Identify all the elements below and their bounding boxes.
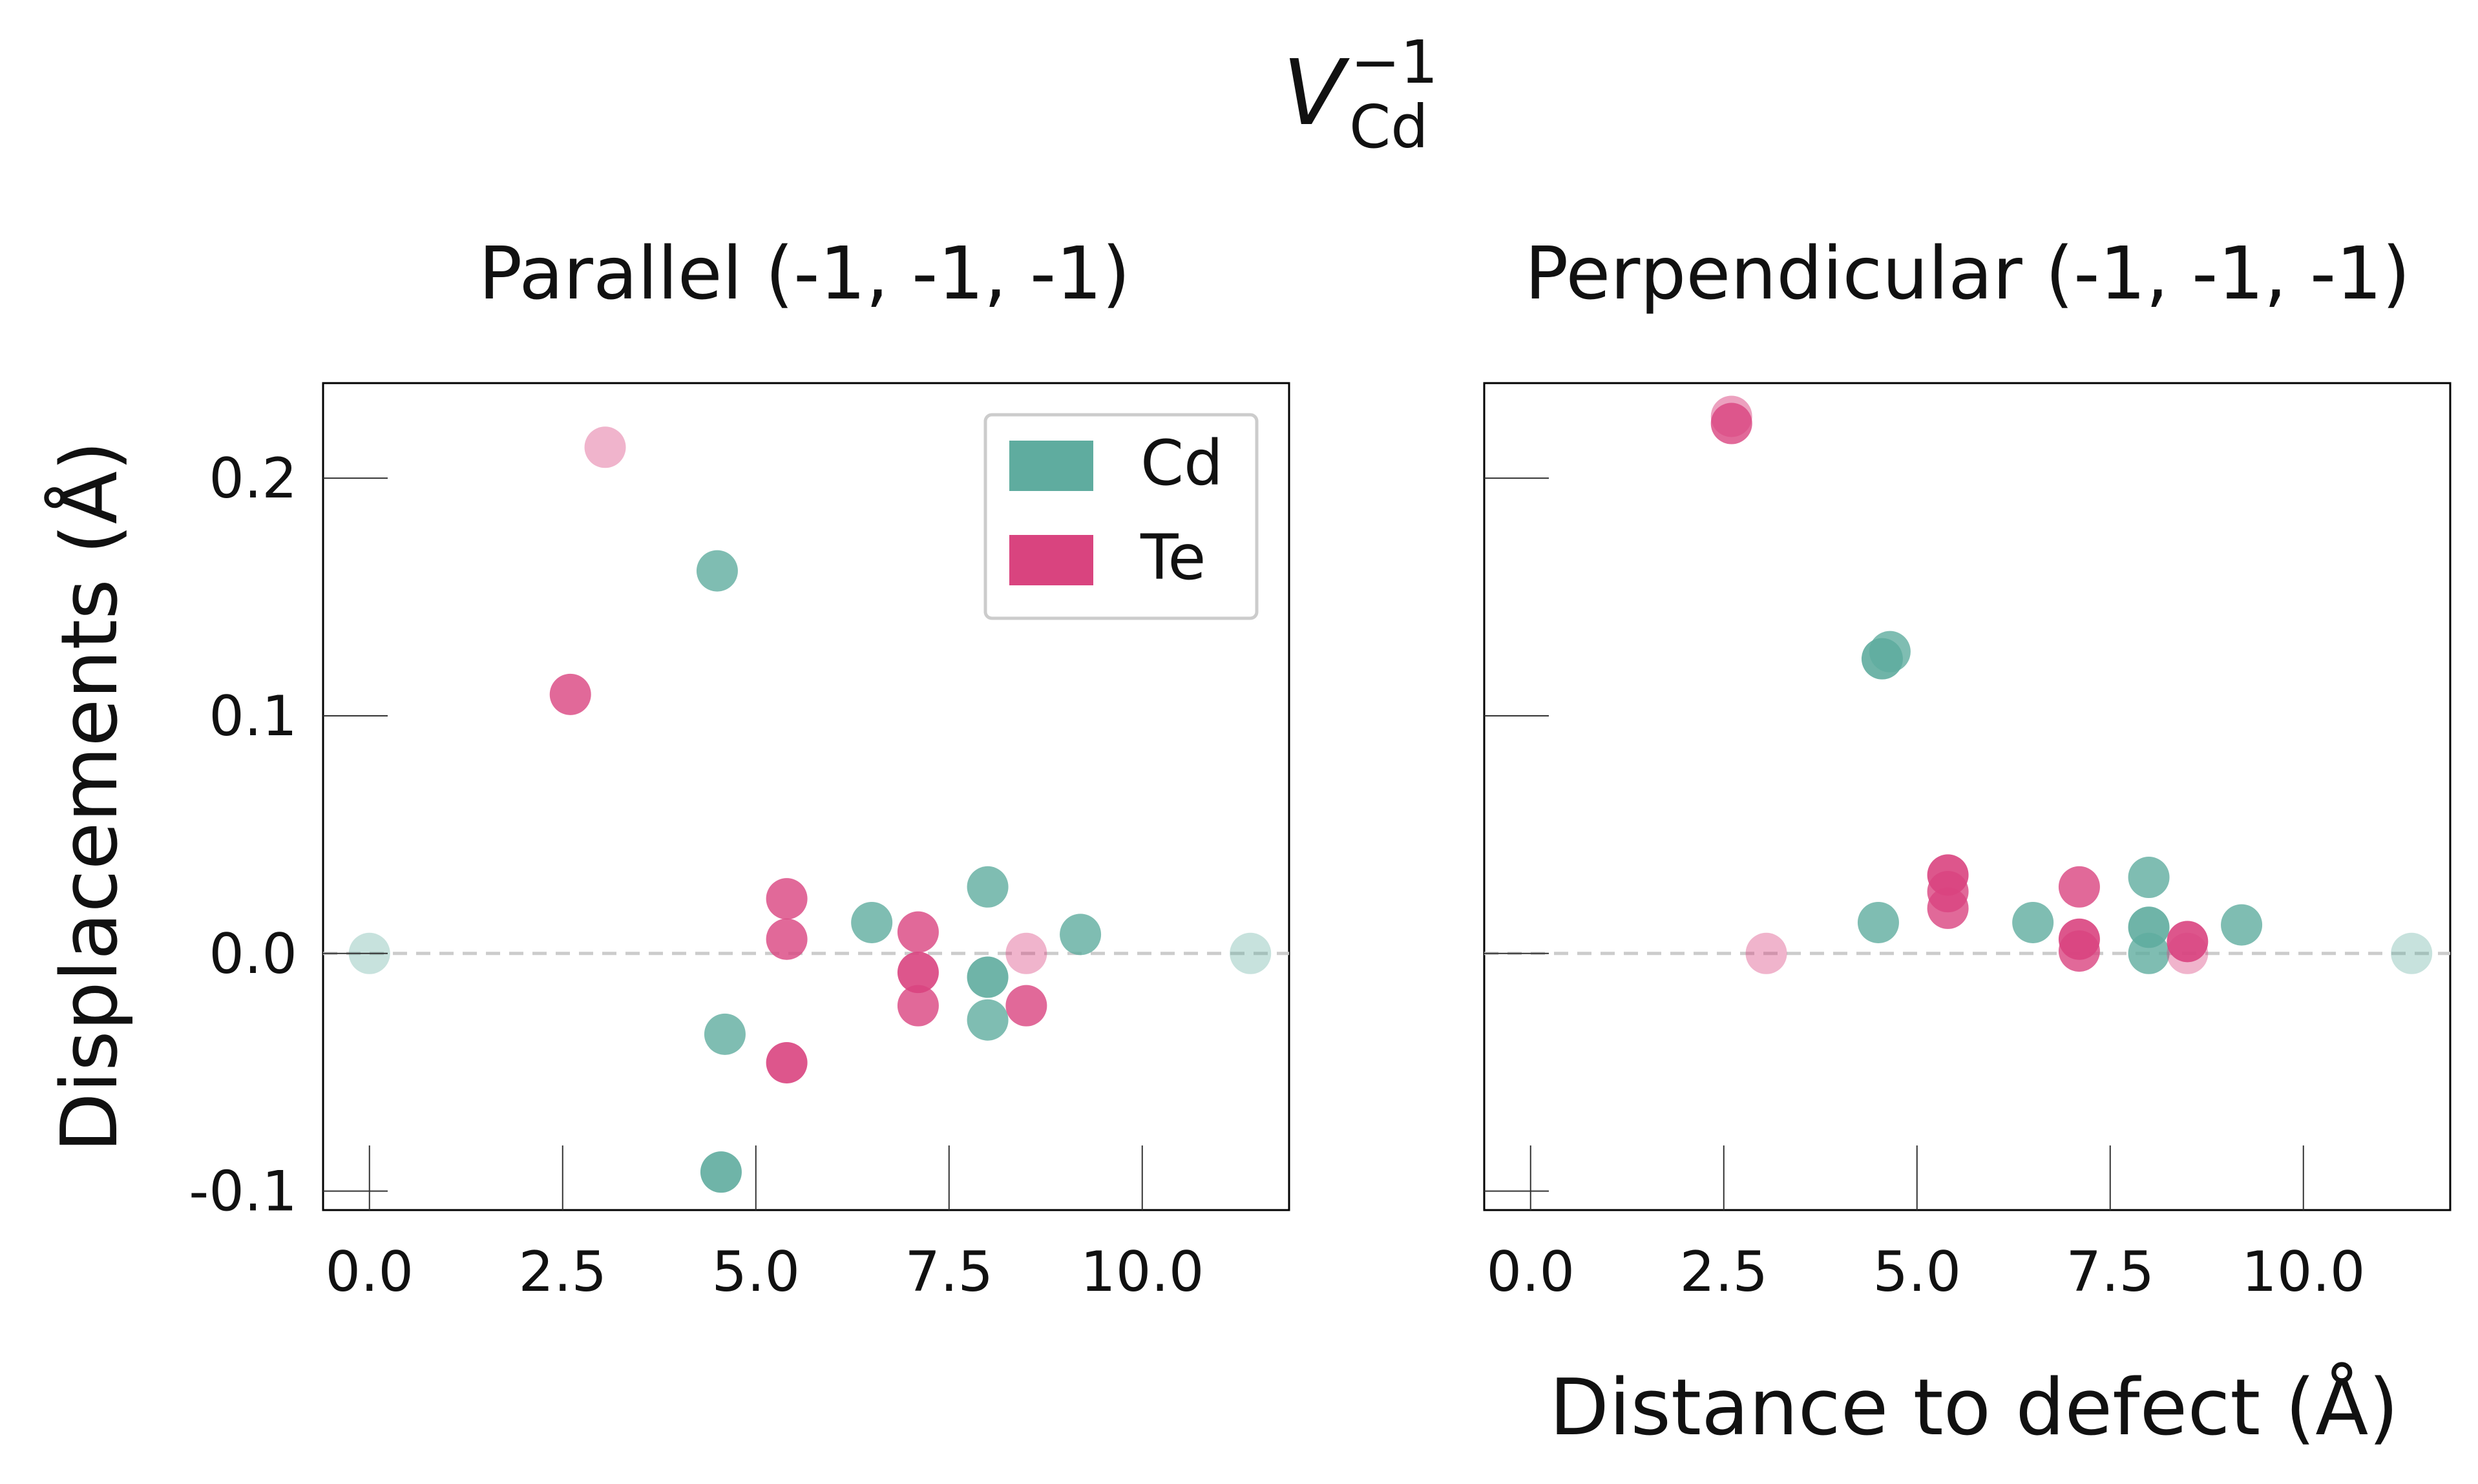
- x-tick-label: 7.5: [2066, 1240, 2154, 1304]
- data-point-cd: [700, 1151, 742, 1193]
- data-point-te: [1927, 887, 1969, 929]
- data-point-cd: [967, 999, 1009, 1041]
- data-point-te: [2167, 932, 2209, 974]
- legend-label-cd: Cd: [1140, 427, 1223, 499]
- x-tick-label: 2.5: [1679, 1240, 1768, 1304]
- data-point-cd: [696, 550, 738, 592]
- y-tick-label: -0.1: [189, 1160, 297, 1224]
- x-tick-label: 0.0: [325, 1240, 414, 1304]
- data-point-te: [2167, 921, 2209, 963]
- legend-swatch-te: [1009, 535, 1093, 585]
- y-tick-label: 0.0: [209, 922, 297, 987]
- legend-label-te: Te: [1140, 521, 1206, 594]
- title-main: V: [1283, 41, 1350, 146]
- data-point-te: [1005, 932, 1047, 974]
- data-point-cd: [1857, 901, 1899, 943]
- panel-parallel: Parallel (-1, -1, -1) 0.0 2.5 5.0 7.5 10.0 0.…: [189, 232, 1290, 1304]
- data-point-cd: [2391, 932, 2433, 974]
- data-point-cd: [1060, 914, 1102, 956]
- panel-title-perpendicular: Perpendicular (-1, -1, -1): [1525, 232, 2410, 316]
- y-tick-label: 0.2: [209, 446, 297, 511]
- data-point-cd: [967, 956, 1009, 998]
- figure-title: V −1 Cd: [1283, 28, 1438, 162]
- data-point-te: [766, 1041, 808, 1083]
- x-tick-label: 2.5: [518, 1240, 607, 1304]
- data-point-cd: [2128, 857, 2170, 899]
- data-point-te: [1710, 402, 1752, 444]
- x-axis-label: Distance to defect (Å): [1549, 1363, 2399, 1453]
- legend: Cd Te: [983, 413, 1259, 620]
- data-point-te: [2058, 866, 2100, 908]
- title-subscript: Cd: [1349, 92, 1429, 162]
- legend-swatch-cd: [1009, 441, 1093, 491]
- data-point-te: [2058, 930, 2100, 972]
- y-axis-label: Displacements (Å): [45, 441, 135, 1152]
- x-tick-label: 7.5: [905, 1240, 993, 1304]
- data-point-te: [549, 673, 591, 715]
- x-tick-label: 5.0: [711, 1240, 800, 1304]
- data-point-cd: [704, 1013, 746, 1055]
- data-point-cd: [967, 866, 1009, 908]
- axes-frame: [322, 382, 1290, 1211]
- data-point-cd: [851, 901, 893, 943]
- data-point-te: [1745, 932, 1787, 974]
- title-superscript: −1: [1350, 28, 1438, 97]
- data-point-te: [897, 952, 939, 994]
- data-point-te: [584, 426, 626, 468]
- data-point-cd: [2128, 932, 2170, 974]
- data-point-cd: [2012, 901, 2054, 943]
- panel-title-parallel: Parallel (-1, -1, -1): [479, 232, 1131, 316]
- x-tick-label: 10.0: [1080, 1240, 1204, 1304]
- data-point-te: [897, 911, 939, 953]
- data-point-cd: [1230, 932, 1272, 974]
- data-point-te: [766, 878, 808, 920]
- x-tick-label: 10.0: [2242, 1240, 2365, 1304]
- data-point-te: [1005, 985, 1047, 1027]
- data-point-te: [766, 918, 808, 960]
- data-point-cd: [1869, 631, 1911, 673]
- data-point-cd: [2221, 904, 2263, 946]
- panel-perpendicular: Perpendicular (-1, -1, -1) 0.0 2.5 5.0 7.5 1…: [1483, 232, 2452, 1304]
- x-tick-label: 5.0: [1873, 1240, 1961, 1304]
- data-point-te: [897, 985, 939, 1027]
- axes-frame: [1483, 382, 2452, 1211]
- y-tick-label: 0.1: [209, 684, 297, 749]
- x-tick-label: 0.0: [1486, 1240, 1575, 1304]
